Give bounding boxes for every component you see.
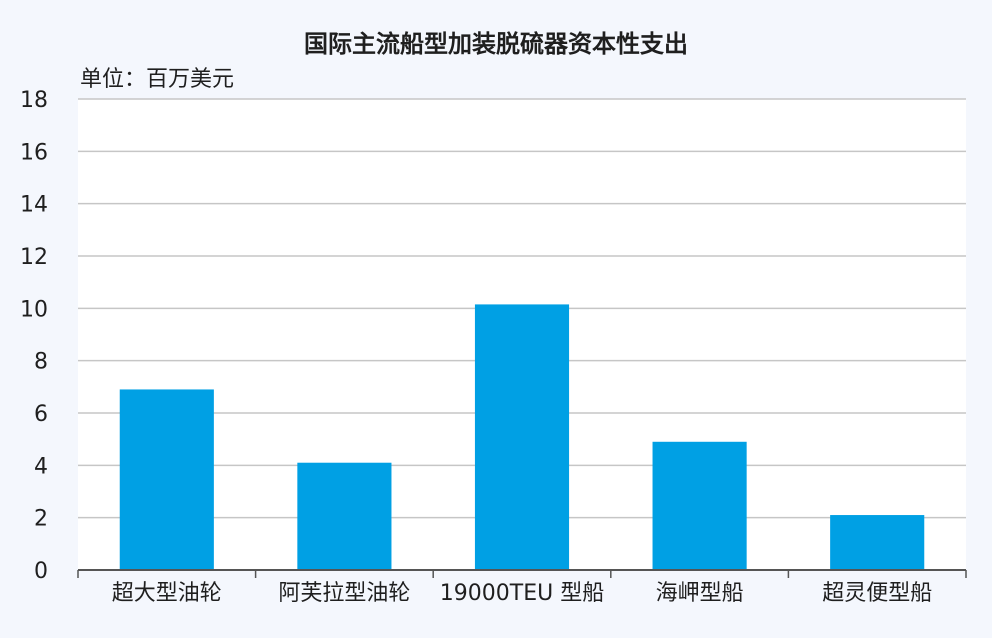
unit-label: 单位：百万美元 <box>80 67 234 92</box>
x-axis-labels: 超大型油轮 阿芙拉型油轮 19000TEU 型船 海岬型船 超灵便型船 <box>112 581 932 606</box>
x-category-label: 海岬型船 <box>656 581 744 606</box>
x-axis <box>77 569 967 578</box>
y-tick-label: 8 <box>34 350 48 375</box>
bar <box>830 515 925 570</box>
x-category-label: 19000TEU 型船 <box>440 581 604 606</box>
y-tick-label: 2 <box>34 507 48 532</box>
bar <box>119 389 214 570</box>
y-tick-label: 0 <box>34 559 48 584</box>
bar <box>297 462 392 570</box>
y-tick-label: 18 <box>20 88 48 113</box>
bars <box>119 304 925 570</box>
y-tick-label: 10 <box>20 297 48 322</box>
y-tick-label: 14 <box>20 193 48 218</box>
bar <box>652 441 747 570</box>
x-category-label: 超大型油轮 <box>112 581 222 606</box>
x-category-label: 阿芙拉型油轮 <box>278 581 410 606</box>
y-tick-label: 16 <box>20 140 48 165</box>
y-tick-label: 6 <box>34 402 48 427</box>
x-category-label: 超灵便型船 <box>822 581 932 606</box>
bar <box>474 304 570 570</box>
chart-title: 国际主流船型加装脱硫器资本性支出 <box>304 30 688 58</box>
y-axis-ticks: 0 2 4 6 8 10 12 14 16 18 <box>20 88 48 584</box>
y-tick-label: 12 <box>20 245 48 270</box>
y-tick-label: 4 <box>34 454 48 479</box>
